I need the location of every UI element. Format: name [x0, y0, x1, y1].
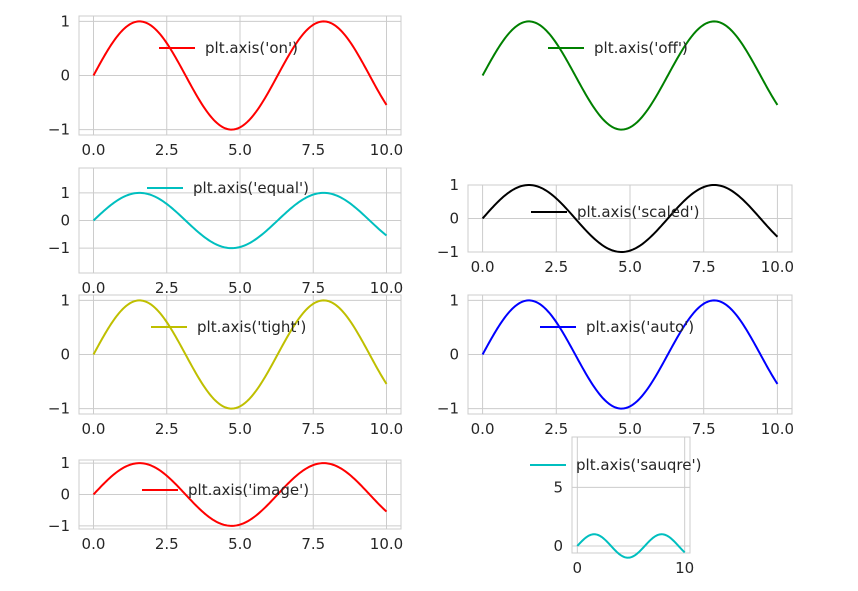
x-tick-label: 0.0	[82, 141, 106, 159]
y-tick-label: 0	[60, 346, 70, 364]
x-tick-label: 5.0	[228, 535, 252, 553]
subplot-6: 0.0 2.5 5.0 7.5 10.0 1 0 −1 plt.axis('auto')	[437, 291, 794, 438]
y-tick-label: 5	[553, 478, 563, 496]
sine-curve	[92, 462, 388, 527]
x-tick-label: 10.0	[370, 535, 403, 553]
x-tick-label: 5.0	[228, 279, 252, 297]
x-tick-label: 7.5	[692, 258, 716, 276]
y-tick-label: −1	[48, 400, 70, 418]
legend-label: plt.axis('equal')	[193, 179, 309, 197]
legend-label: plt.axis('sauqre')	[576, 456, 701, 474]
legend-label: plt.axis('auto')	[586, 318, 694, 336]
legend-label: plt.axis('scaled')	[577, 203, 700, 221]
legend-label: plt.axis('tight')	[197, 318, 306, 336]
y-tick-label: 0	[60, 67, 70, 85]
axes-frame	[467, 184, 793, 253]
subplot-4: 0.0 2.5 5.0 7.5 10.0 1 0 −1 plt.axis('scaled')	[437, 176, 794, 276]
x-tick-label: 0.0	[82, 535, 106, 553]
x-tick-label: 7.5	[301, 420, 325, 438]
y-tick-label: −1	[437, 400, 459, 418]
x-tick-label: 7.5	[301, 535, 325, 553]
legend: plt.axis('off')	[548, 39, 688, 57]
legend: plt.axis('scaled')	[531, 203, 700, 221]
x-tick-label: 10.0	[370, 420, 403, 438]
y-tick-label: 0	[60, 486, 70, 504]
legend-label: plt.axis('off')	[594, 39, 688, 57]
subplot-3: 0.0 2.5 5.0 7.5 10.0 1 0 −1 plt.axis('equal')	[48, 167, 403, 297]
subplot-5: 0.0 2.5 5.0 7.5 10.0 1 0 −1 plt.axis('tight')	[48, 291, 403, 438]
x-tick-label: 2.5	[544, 258, 568, 276]
subplot-2: plt.axis('off')	[481, 20, 779, 131]
subplot-1: 0.0 2.5 5.0 7.5 10.0 1 0 −1 plt.axis('on')	[48, 12, 403, 159]
subplot-8: 0 10 5 0 plt.axis('sauqre')	[530, 436, 701, 577]
x-tick-label: 0.0	[471, 258, 495, 276]
sine-curve	[481, 299, 779, 410]
y-tick-label: 1	[449, 291, 459, 309]
y-tick-label: 0	[60, 212, 70, 230]
y-tick-label: 0	[449, 210, 459, 228]
y-tick-label: 0	[553, 537, 563, 555]
x-tick-label: 10.0	[370, 279, 403, 297]
x-tick-label: 2.5	[544, 420, 568, 438]
y-tick-label: 1	[60, 454, 70, 472]
y-tick-label: 1	[60, 184, 70, 202]
x-tick-label: 0.0	[82, 420, 106, 438]
sine-curve	[576, 533, 686, 559]
x-tick-label: 7.5	[301, 279, 325, 297]
x-tick-label: 0.0	[471, 420, 495, 438]
y-tick-label: −1	[48, 121, 70, 139]
y-tick-label: −1	[437, 243, 459, 261]
legend: plt.axis('equal')	[147, 179, 309, 197]
sine-curve	[92, 299, 388, 410]
sine-curve	[92, 191, 388, 250]
x-tick-label: 2.5	[155, 279, 179, 297]
axes-frame	[467, 294, 793, 415]
x-tick-label: 5.0	[618, 420, 642, 438]
x-tick-label: 10.0	[370, 141, 403, 159]
legend: plt.axis('auto')	[540, 318, 694, 336]
y-tick-label: −1	[48, 517, 70, 535]
axes-frame	[78, 167, 402, 274]
x-tick-label: 7.5	[301, 141, 325, 159]
x-tick-label: 5.0	[228, 420, 252, 438]
axes-frame	[78, 459, 402, 530]
sine-curve	[92, 20, 388, 131]
x-tick-label: 7.5	[692, 420, 716, 438]
sine-curve	[481, 20, 779, 131]
axes-frame	[78, 294, 402, 415]
sine-curve	[481, 183, 779, 254]
x-tick-label: 0.0	[82, 279, 106, 297]
x-tick-label: 10	[675, 559, 694, 577]
y-tick-label: 0	[449, 346, 459, 364]
subplot-7: 0.0 2.5 5.0 7.5 10.0 1 0 −1 plt.axis('image')	[48, 454, 403, 553]
legend: plt.axis('tight')	[151, 318, 306, 336]
x-tick-label: 10.0	[761, 420, 794, 438]
legend: plt.axis('image')	[142, 481, 309, 499]
legend: plt.axis('on')	[159, 39, 298, 57]
x-tick-label: 0	[573, 559, 583, 577]
x-tick-label: 5.0	[228, 141, 252, 159]
y-tick-label: −1	[48, 239, 70, 257]
x-tick-label: 10.0	[761, 258, 794, 276]
y-tick-label: 1	[60, 291, 70, 309]
x-tick-label: 2.5	[155, 535, 179, 553]
x-tick-label: 5.0	[618, 258, 642, 276]
x-tick-label: 2.5	[155, 420, 179, 438]
y-tick-label: 1	[60, 12, 70, 30]
legend: plt.axis('sauqre')	[530, 456, 701, 474]
axes-frame	[571, 436, 691, 554]
x-tick-label: 2.5	[155, 141, 179, 159]
axes-frame	[78, 15, 402, 136]
legend-label: plt.axis('image')	[188, 481, 309, 499]
legend-label: plt.axis('on')	[205, 39, 298, 57]
y-tick-label: 1	[449, 176, 459, 194]
